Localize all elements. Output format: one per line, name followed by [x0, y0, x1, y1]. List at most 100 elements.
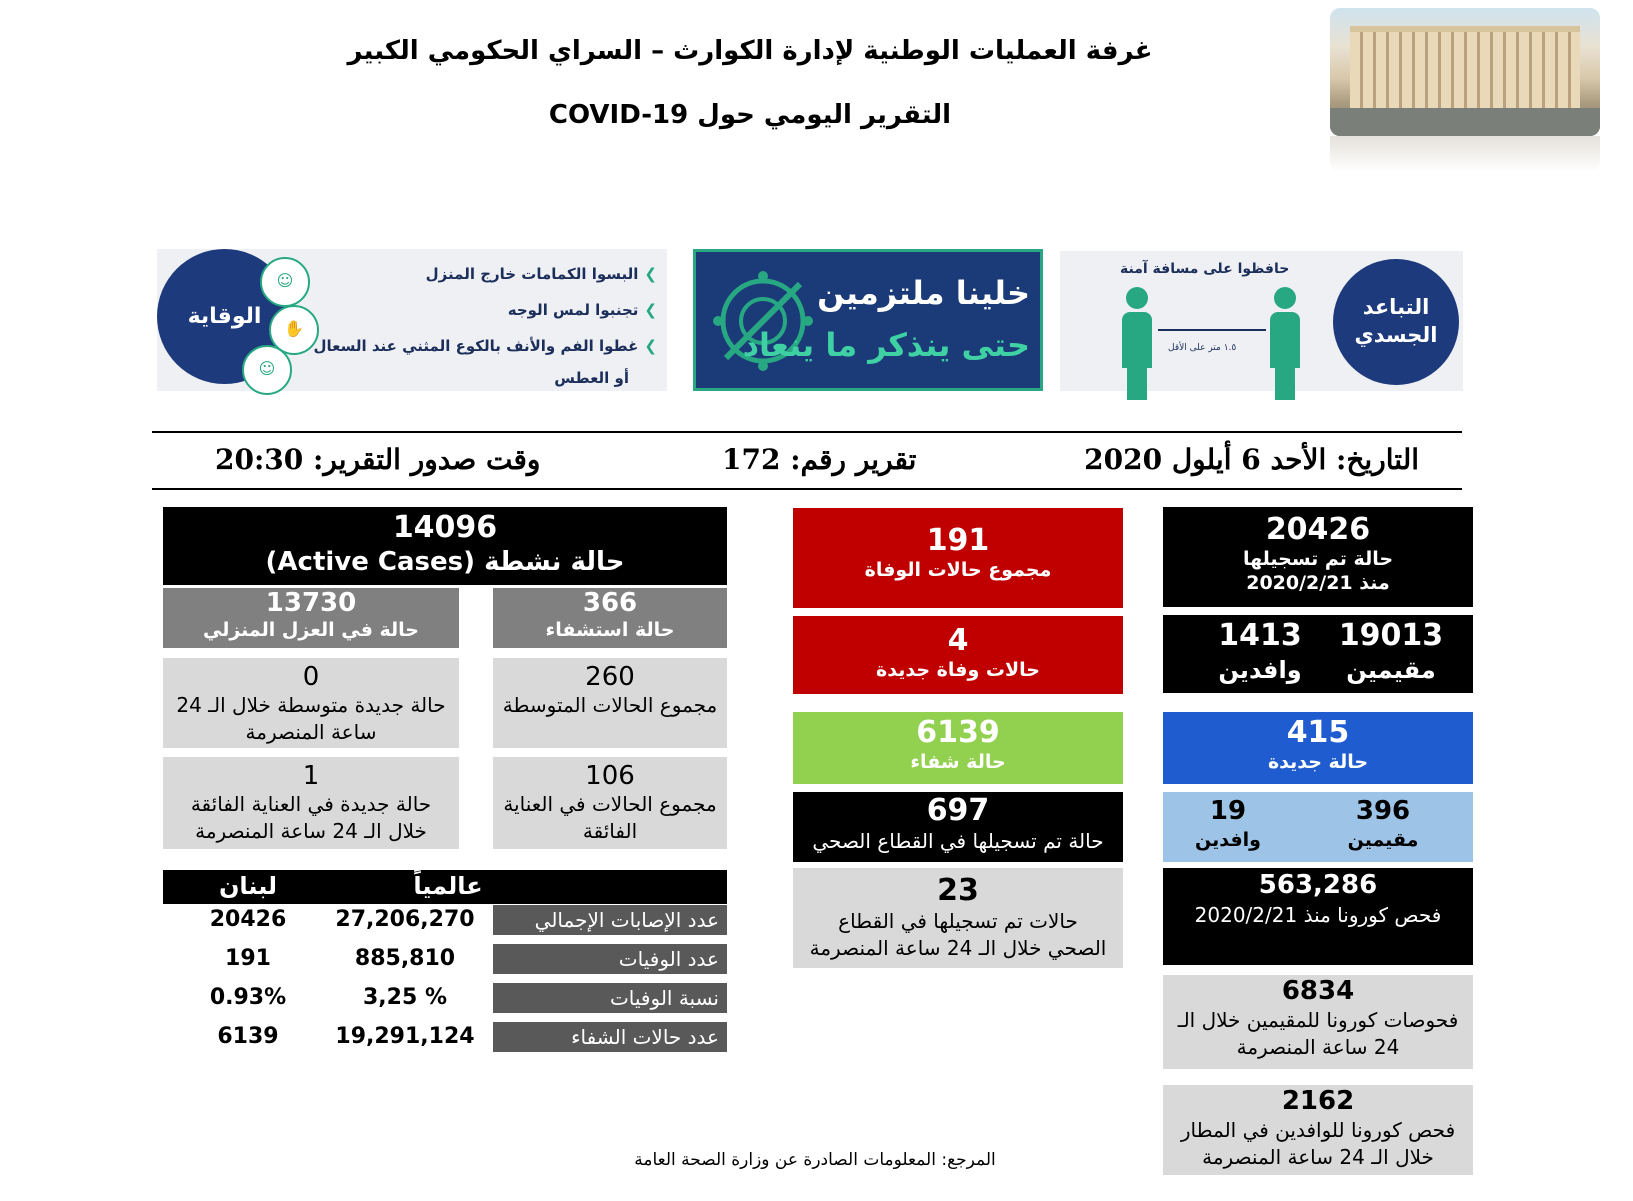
arrivals-label: وافدين [1218, 656, 1302, 684]
health-sector-label: حالة تم تسجيلها في القطاع الصحي [812, 829, 1104, 853]
tests-total-value: 563,286 [1258, 870, 1378, 900]
health-sector-24h-box: 23 حالات تم تسجيلها في القطاع الصحي خلال… [793, 868, 1123, 968]
chevron-icon: ❯ [644, 301, 657, 319]
distancing-circle: التباعد الجسدي [1333, 259, 1459, 385]
health-sector-24h-label: حالات تم تسجيلها في القطاع الصحي خلال ال… [809, 909, 1107, 960]
recovered-value: 6139 [916, 715, 1000, 750]
bottom-rule [152, 488, 1462, 490]
new-cases-label: حالة جديدة [1267, 751, 1369, 773]
row-label-deaths: عدد الوفيات [493, 944, 727, 974]
deaths-total-box: 191 مجموع حالات الوفاة [793, 508, 1123, 608]
tests-residents-value: 6834 [1281, 976, 1355, 1006]
prevention-bullet-cough: ❯غطوا الفم والأنف بالكوع المثني عند السع… [313, 337, 658, 355]
hospitalized-box: 366 حالة استشفاء [493, 588, 727, 648]
hospitalized-label: حالة استشفاء [545, 619, 675, 641]
prevention-bullet-mask: ❯البسوا الكمامات خارج المنزل [425, 265, 657, 283]
row-label-total-cases: عدد الإصابات الإجمالي [493, 905, 727, 935]
report-time: وقت صدور التقرير: 20:30 [215, 443, 541, 476]
grand-serail-photo [1330, 8, 1600, 136]
cough-elbow-icon: ☺ [242, 345, 292, 395]
tests-residents-box: 6834 فحوصات كورونا للمقيمين خلال الـ 24 … [1163, 975, 1473, 1069]
new-cases-value: 415 [1286, 715, 1350, 750]
global-total-cases: 27,206,270 [335, 907, 475, 932]
recovered-box: 6139 حالة شفاء [793, 712, 1123, 784]
prevention-bullet-sneeze: أو العطس [554, 369, 629, 387]
tests-total-box: 563,286 فحص كورونا منذ 2020/2/21 [1163, 868, 1473, 965]
distancing-banner: التباعد الجسدي حافظوا على مسافة آمنة ١.٥… [1060, 251, 1463, 400]
health-sector-24h-value: 23 [937, 873, 979, 908]
residents-arrivals-box: 19013 مقيمين 1413 وافدين [1163, 615, 1473, 693]
photo-reflection [1330, 136, 1600, 172]
deaths-new-value: 4 [947, 623, 969, 658]
tests-airport-value: 2162 [1281, 1086, 1355, 1116]
total-cases-label: حالة تم تسجيلها [1242, 548, 1394, 570]
active-cases-label: حالة نشطة (Active Cases) [265, 547, 625, 577]
global-deaths: 885,810 [354, 946, 456, 971]
residents-value: 19013 [1338, 618, 1444, 653]
tests-residents-label: فحوصات كورونا للمقيمين خلال الـ 24 ساعة … [1177, 1008, 1459, 1059]
col-lebanon-header: لبنان [218, 872, 278, 900]
col-global-header: عالمياً [413, 872, 483, 900]
lebanon-death-rate: 0.93% [209, 985, 287, 1010]
moderate-new-label: حالة جديدة متوسطة خلال الـ 24 ساعة المنص… [176, 693, 446, 744]
global-death-rate: 3,25 % [363, 985, 447, 1010]
icu-total-label: مجموع الحالات في العناية الفائقة [503, 792, 717, 843]
new-split-box: 396 مقيمين 19 وافدين [1163, 792, 1473, 862]
deaths-total-label: مجموع حالات الوفاة [864, 559, 1052, 581]
icu-total-box: 106 مجموع الحالات في العناية الفائقة [493, 757, 727, 849]
virus-icon [713, 271, 813, 371]
moderate-new-value: 0 [302, 662, 320, 692]
moderate-total-value: 260 [585, 662, 635, 692]
source-note: المرجع: المعلومات الصادرة عن وزارة الصحة… [634, 1150, 996, 1170]
total-cases-box: 20426 حالة تم تسجيلها منذ 2020/2/21 [1163, 507, 1473, 607]
active-cases-value: 14096 [392, 510, 498, 545]
prevention-bullet-face: ❯تجنبوا لمس الوجه [507, 301, 657, 319]
new-residents-value: 396 [1355, 796, 1411, 826]
home-isolation-value: 13730 [265, 588, 357, 618]
tests-total-label: فحص كورونا منذ 2020/2/21 [1194, 903, 1442, 927]
health-sector-value: 697 [926, 793, 990, 828]
deaths-new-box: 4 حالات وفاة جديدة [793, 616, 1123, 694]
deaths-total-value: 191 [926, 523, 990, 558]
moderate-new-box: 0 حالة جديدة متوسطة خلال الـ 24 ساعة الم… [163, 658, 459, 748]
mask-icon: ☺ [260, 257, 310, 307]
new-arrivals-label: وافدين [1195, 829, 1261, 851]
chevron-icon: ❯ [644, 265, 657, 283]
report-date: التاريخ: الأحد 6 أيلول 2020 [1084, 443, 1419, 476]
global-recovered: 19,291,124 [335, 1024, 475, 1049]
chevron-icon: ❯ [644, 337, 657, 355]
tests-airport-box: 2162 فحص كورونا للوافدين في المطار خلال … [1163, 1085, 1473, 1175]
lebanon-deaths: 191 [225, 946, 271, 971]
recovered-label: حالة شفاء [910, 751, 1006, 773]
report-number: تقرير رقم: 172 [722, 443, 917, 476]
active-cases-box: 14096 حالة نشطة (Active Cases) [163, 507, 727, 585]
report-title: غرفة العمليات الوطنية لإدارة الكوارث – ا… [347, 36, 1153, 66]
deaths-new-label: حالات وفاة جديدة [876, 659, 1040, 681]
home-isolation-label: حالة في العزل المنزلي [203, 619, 419, 641]
prevention-banner: الوقاية ☺ ✋ ☺ ❯البسوا الكمامات خارج المن… [157, 249, 667, 395]
moderate-total-label: مجموع الحالات المتوسطة [502, 693, 718, 717]
health-sector-box: 697 حالة تم تسجيلها في القطاع الصحي [793, 792, 1123, 862]
total-cases-since: منذ 2020/2/21 [1246, 572, 1390, 594]
icu-total-value: 106 [585, 761, 635, 791]
new-arrivals-value: 19 [1209, 796, 1247, 826]
hospitalized-value: 366 [582, 588, 638, 618]
icu-new-value: 1 [302, 761, 320, 791]
new-cases-box: 415 حالة جديدة [1163, 712, 1473, 784]
top-rule [152, 431, 1462, 433]
arrivals-value: 1413 [1218, 618, 1302, 653]
person-icon [1122, 287, 1152, 400]
tests-airport-label: فحص كورونا للوافدين في المطار خلال الـ 2… [1180, 1118, 1456, 1169]
row-label-recovered: عدد حالات الشفاء [493, 1022, 727, 1052]
lebanon-recovered: 6139 [217, 1024, 279, 1049]
distance-label: ١.٥ متر على الأقل [1168, 343, 1237, 353]
new-residents-label: مقيمين [1347, 829, 1419, 851]
commitment-banner: خلينا ملتزمين حتى ينذكر ما ينعاد [693, 249, 1043, 391]
icu-new-label: حالة جديدة في العناية الفائقة خلال الـ 2… [190, 792, 432, 843]
commitment-line1: خلينا ملتزمين [817, 274, 1030, 312]
comparison-header: عالمياً لبنان [163, 870, 727, 904]
distance-arrow-icon [1158, 329, 1266, 331]
home-isolation-box: 13730 حالة في العزل المنزلي [163, 588, 459, 648]
icu-new-box: 1 حالة جديدة في العناية الفائقة خلال الـ… [163, 757, 459, 849]
total-cases-value: 20426 [1265, 512, 1371, 547]
